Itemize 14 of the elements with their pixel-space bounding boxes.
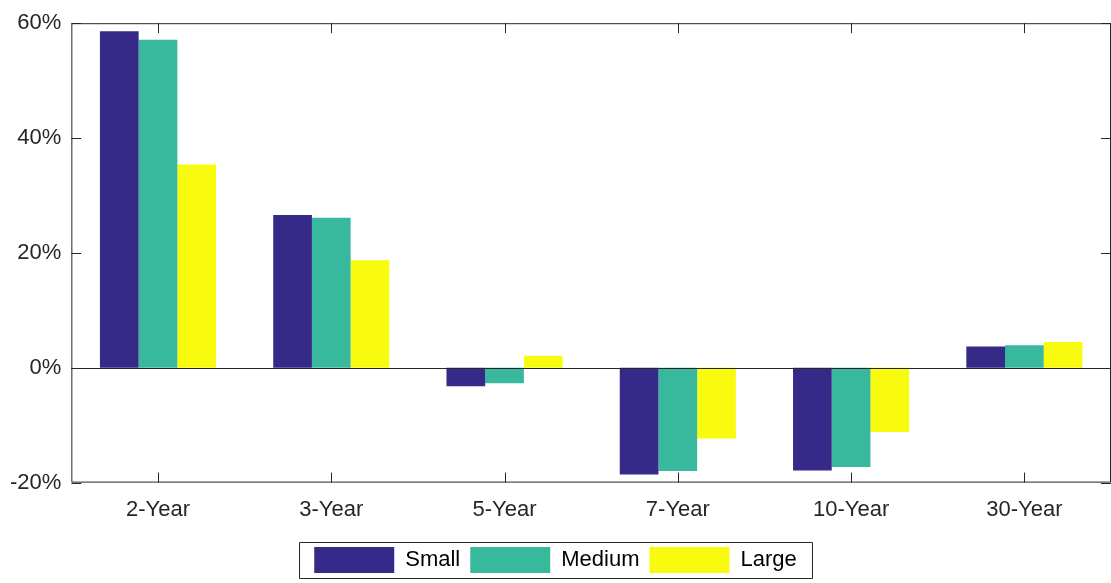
x-tick-label: 10-Year	[812, 495, 890, 521]
legend-label: Medium	[561, 546, 640, 572]
y-tick-label: 40%	[17, 124, 62, 150]
y-tick-label: 0%	[29, 353, 62, 379]
x-tick-label: 30-Year	[986, 495, 1063, 521]
legend-label: Small	[405, 546, 461, 572]
y-tick-label: 60%	[17, 9, 62, 35]
x-tick-label: 5-Year	[472, 495, 537, 521]
x-tick-label: 3-Year	[299, 495, 364, 521]
legend-label: Large	[740, 546, 797, 572]
x-tick-label: 7-Year	[645, 495, 710, 521]
x-tick-label: 2-Year	[125, 495, 190, 521]
y-tick-label: -20%	[10, 468, 62, 494]
y-tick-label: 20%	[17, 238, 62, 264]
